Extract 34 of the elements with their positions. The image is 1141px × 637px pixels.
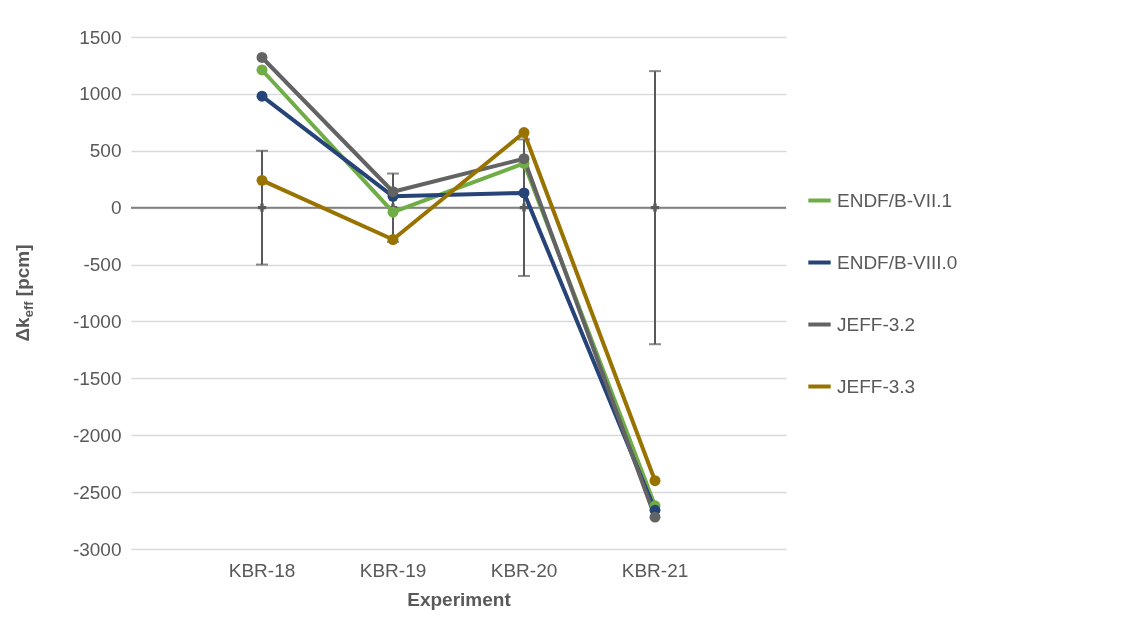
x-tick-label: KBR-21	[621, 559, 689, 581]
point	[387, 206, 399, 218]
y-tick-label: 1500	[79, 26, 122, 48]
point	[649, 511, 661, 523]
point	[256, 174, 268, 186]
y-tick-label: -2500	[72, 481, 122, 503]
point	[518, 187, 530, 199]
point	[387, 234, 399, 245]
y-tick-label: -500	[83, 254, 122, 276]
y-tick-label: -1500	[72, 367, 122, 389]
y-tick-label: -3000	[72, 538, 122, 560]
y-tick-label: 500	[89, 140, 122, 162]
point	[650, 203, 660, 212]
legend-label: JEFF-3.2	[837, 313, 916, 335]
point	[518, 127, 530, 139]
point	[518, 153, 530, 165]
point	[649, 475, 661, 487]
point	[256, 64, 268, 76]
legend-label: ENDF/B-VII.1	[837, 189, 953, 211]
y-tick-label: 1000	[79, 83, 122, 105]
x-tick-label: KBR-18	[228, 559, 296, 581]
point	[256, 90, 268, 102]
y-tick-label: 0	[110, 197, 122, 219]
y-tick-label: -1000	[72, 310, 122, 332]
point	[387, 186, 399, 198]
point	[256, 52, 268, 63]
x-tick-label: KBR-19	[359, 559, 427, 581]
point	[519, 203, 529, 212]
legend-label: ENDF/B-VIII.0	[837, 251, 958, 273]
x-axis-title: Experiment	[407, 588, 512, 610]
x-tick-label: KBR-20	[490, 559, 558, 581]
y-tick-label: -2000	[72, 424, 122, 446]
legend-label: JEFF-3.3	[837, 375, 916, 397]
point	[257, 203, 267, 212]
